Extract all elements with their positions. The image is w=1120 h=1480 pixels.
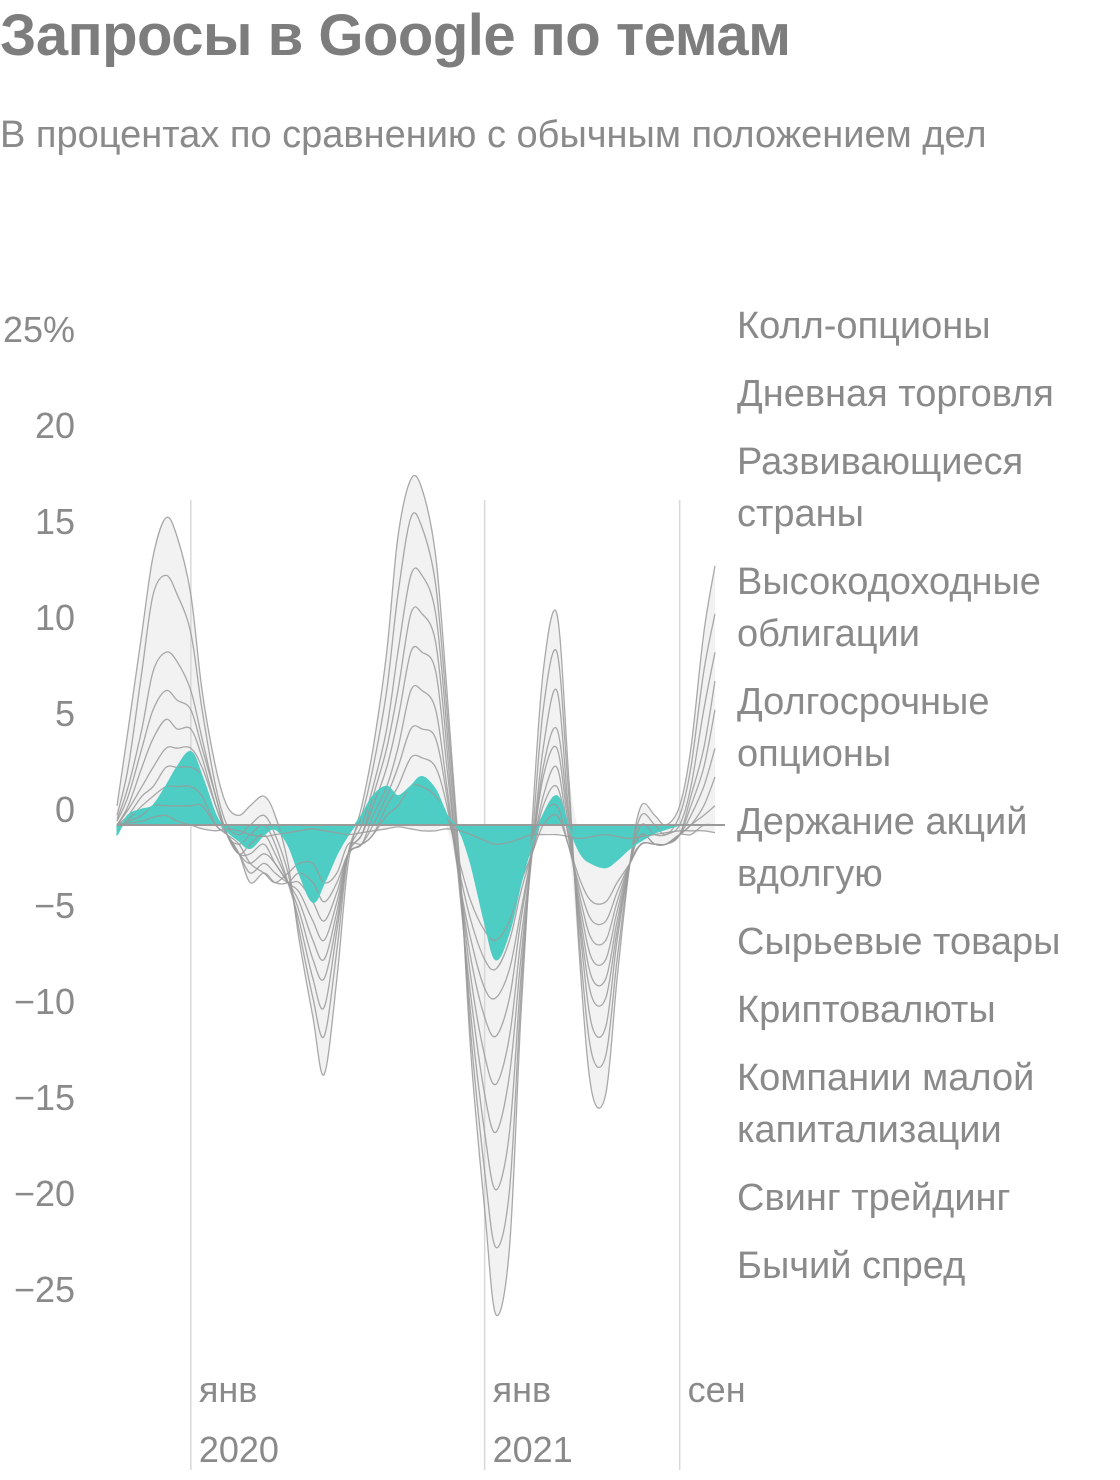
y-tick-label: 10 — [35, 597, 75, 638]
series-line-1 — [116, 474, 716, 1317]
legend: Колл-опционы Дневная торговля Развивающиес… — [737, 305, 1060, 1287]
range-envelope — [117, 475, 715, 1316]
x-tick-label: сен — [688, 1369, 746, 1410]
y-tick-label: −15 — [14, 1077, 75, 1118]
series-line-6 — [116, 684, 716, 1038]
chart-title: Запросы в Google по темам — [0, 3, 791, 68]
series-line-11 — [116, 814, 716, 845]
legend-entry: Развивающиеся страны — [737, 441, 1023, 535]
legend-entry: Колл-опционы — [737, 305, 991, 347]
chart-subtitle: В процентах по сравнению с обычным полож… — [0, 114, 987, 156]
y-tick-label: 20 — [35, 405, 75, 446]
y-tick-label: 0 — [55, 789, 75, 830]
series-line-10 — [116, 750, 715, 961]
legend-entry: Сырьевые товары — [737, 921, 1060, 963]
y-tick-label: −25 — [14, 1269, 75, 1310]
y-tick-label: 5 — [55, 693, 75, 734]
legend-entry: Свинг трейдинг — [737, 1177, 1010, 1219]
y-tick-label: 25% — [3, 309, 75, 350]
y-tick-label: −20 — [14, 1173, 75, 1214]
series-lines — [116, 474, 716, 1317]
x-axis-ticks: янв 2020 янв 2021 сен — [199, 1369, 746, 1470]
legend-entry: Компании малой капитализации — [737, 1057, 1034, 1151]
y-tick-label: −5 — [34, 885, 75, 926]
envelope-layer — [117, 475, 715, 1316]
x-tick-label: янв — [199, 1369, 258, 1410]
legend-entry: Бычий спред — [737, 1245, 965, 1287]
x-tick-label: янв — [493, 1369, 552, 1410]
legend-entry: Дневная торговля — [737, 373, 1054, 415]
y-tick-label: 15 — [35, 501, 75, 542]
series-line-9 — [116, 784, 716, 942]
y-axis-ticks: 25% 20 15 10 5 0 −5 −10 −15 −20 −25 — [3, 309, 75, 1310]
legend-entry: Долгосрочные опционы — [737, 681, 989, 775]
series-line-2 — [116, 512, 716, 1249]
x-tick-year: 2020 — [199, 1429, 279, 1470]
legend-entry: Держание акций вдолгую — [737, 801, 1027, 895]
legend-entry: Криптовалюты — [737, 989, 996, 1031]
x-tick-year: 2021 — [493, 1429, 573, 1470]
y-tick-label: −10 — [14, 981, 75, 1022]
legend-entry: Высокодоходные облигации — [737, 561, 1041, 655]
vertical-gridlines — [190, 500, 681, 1470]
